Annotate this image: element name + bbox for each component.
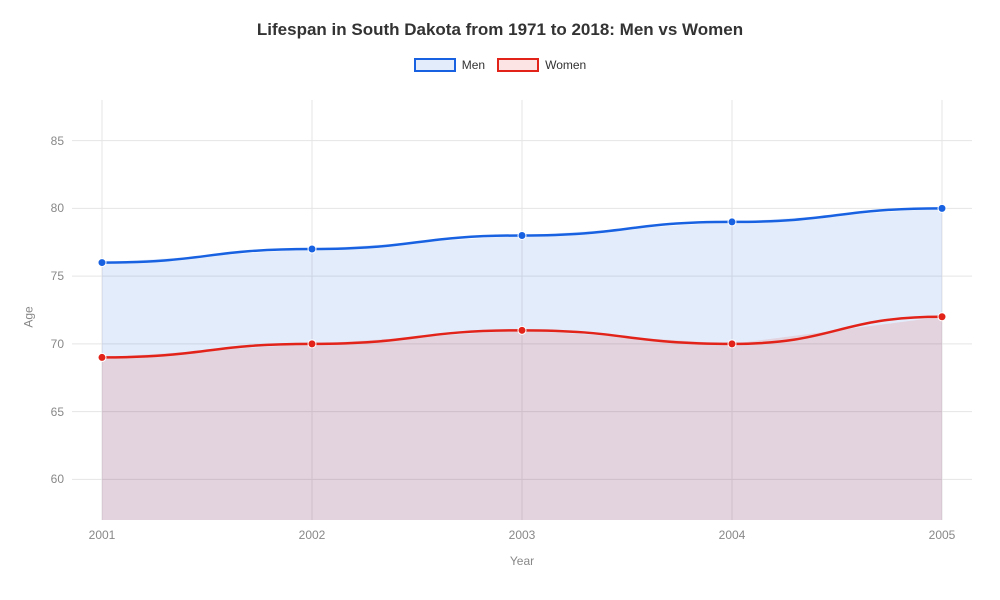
data-point bbox=[728, 340, 736, 348]
x-tick-label: 2003 bbox=[509, 520, 536, 542]
data-point bbox=[308, 340, 316, 348]
x-tick-label: 2002 bbox=[299, 520, 326, 542]
legend-label-men: Men bbox=[462, 58, 485, 72]
data-point bbox=[938, 313, 946, 321]
y-tick-label: 80 bbox=[51, 201, 72, 215]
y-tick-label: 60 bbox=[51, 472, 72, 486]
x-axis-title: Year bbox=[510, 554, 534, 568]
chart-title: Lifespan in South Dakota from 1971 to 20… bbox=[0, 0, 1000, 40]
data-point bbox=[518, 326, 526, 334]
legend-item-women: Women bbox=[497, 58, 586, 72]
x-tick-label: 2001 bbox=[89, 520, 116, 542]
y-tick-label: 70 bbox=[51, 337, 72, 351]
x-tick-label: 2004 bbox=[719, 520, 746, 542]
chart-container: Lifespan in South Dakota from 1971 to 20… bbox=[0, 0, 1000, 600]
data-point bbox=[938, 204, 946, 212]
legend-swatch-women bbox=[497, 58, 539, 72]
data-point bbox=[728, 218, 736, 226]
y-tick-label: 85 bbox=[51, 134, 72, 148]
data-point bbox=[98, 353, 106, 361]
y-tick-label: 65 bbox=[51, 405, 72, 419]
y-tick-label: 75 bbox=[51, 269, 72, 283]
data-point bbox=[308, 245, 316, 253]
legend-label-women: Women bbox=[545, 58, 586, 72]
data-point bbox=[518, 231, 526, 239]
x-tick-label: 2005 bbox=[929, 520, 956, 542]
legend: Men Women bbox=[0, 58, 1000, 72]
legend-item-men: Men bbox=[414, 58, 485, 72]
plot-area: 60657075808520012002200320042005 bbox=[72, 100, 972, 520]
y-axis-title: Age bbox=[22, 306, 36, 327]
data-point bbox=[98, 259, 106, 267]
chart-svg bbox=[72, 100, 972, 520]
legend-swatch-men bbox=[414, 58, 456, 72]
